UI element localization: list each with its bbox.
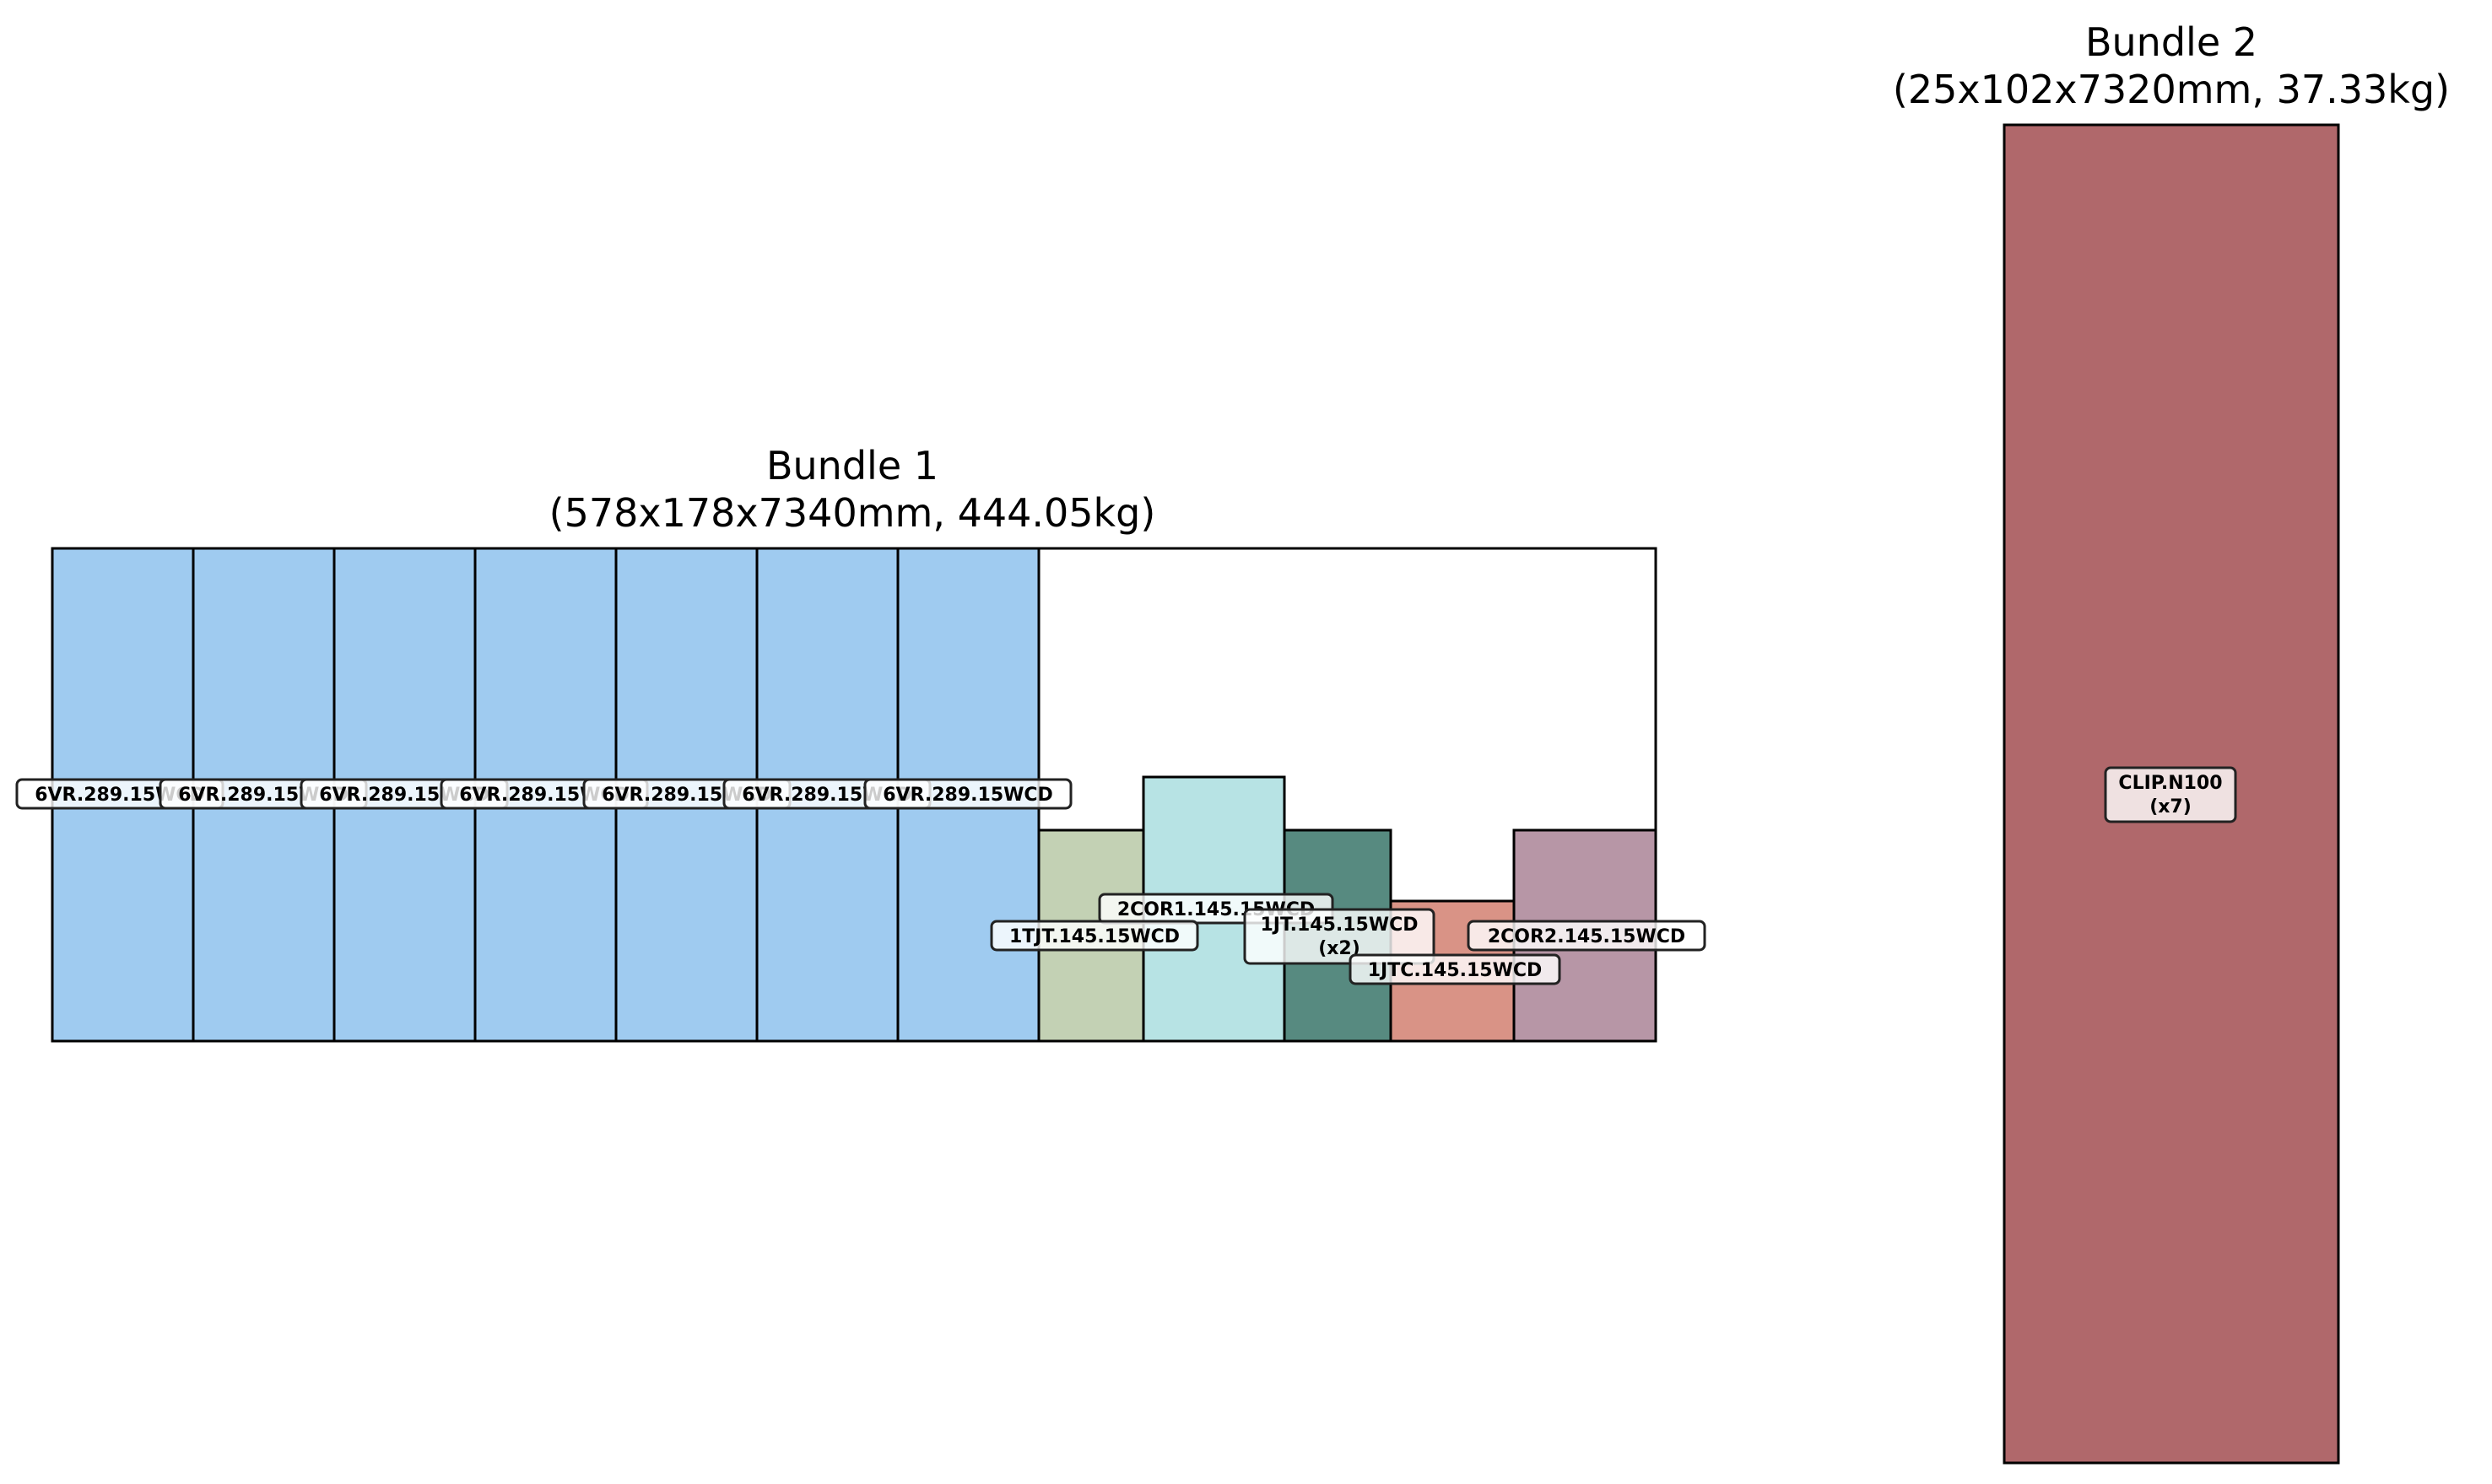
svg-text:1TJT.145.15WCD: 1TJT.145.15WCD bbox=[1009, 926, 1180, 947]
svg-text:CLIP.N100: CLIP.N100 bbox=[2118, 773, 2222, 794]
svg-text:(x7): (x7) bbox=[2149, 796, 2192, 818]
label-1jt: 1JT.145.15WCD (x2) bbox=[1243, 908, 1435, 965]
label-clip-n100: CLIP.N100 (x7) bbox=[2104, 766, 2237, 823]
bundle-1-subtitle: (578x178x7340mm, 444.05kg) bbox=[549, 490, 1156, 536]
bundle-2-title: Bundle 2 bbox=[2085, 19, 2257, 65]
piece-clip-n100 bbox=[2003, 123, 2340, 1465]
svg-text:2COR2.145.15WCD: 2COR2.145.15WCD bbox=[1488, 926, 1685, 947]
svg-text:6VR.289.15WCD: 6VR.289.15WCD bbox=[883, 785, 1053, 806]
label-6vr-7: 6VR.289.15WCD bbox=[863, 778, 1073, 810]
bundle-2: Bundle 2 (25x102x7320mm, 37.33kg) CLIP.N… bbox=[1893, 19, 2450, 1465]
svg-text:1JTC.145.15WCD: 1JTC.145.15WCD bbox=[1368, 960, 1543, 981]
label-1jtc: 1JTC.145.15WCD bbox=[1349, 953, 1561, 985]
label-2cor2: 2COR2.145.15WCD bbox=[1467, 920, 1706, 952]
label-1tjt: 1TJT.145.15WCD bbox=[990, 920, 1199, 952]
svg-text:1JT.145.15WCD: 1JT.145.15WCD bbox=[1260, 915, 1418, 936]
bundle-1-title: Bundle 1 bbox=[766, 443, 938, 488]
bundle-1: Bundle 1 (578x178x7340mm, 444.05kg) 6VR.… bbox=[15, 443, 1706, 1043]
bundle-2-subtitle: (25x102x7320mm, 37.33kg) bbox=[1893, 67, 2450, 112]
